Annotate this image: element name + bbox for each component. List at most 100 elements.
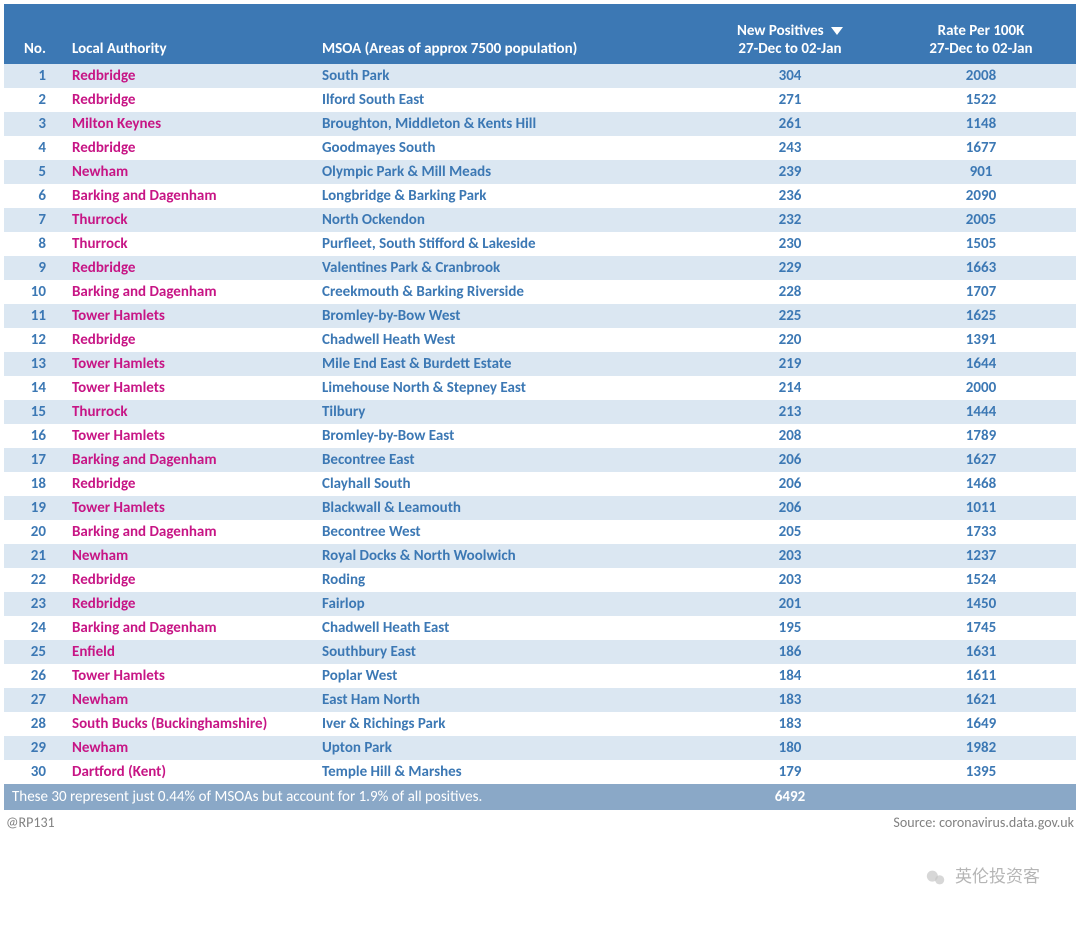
cell-local-authority: Enfield (64, 640, 314, 664)
cell-no: 5 (4, 160, 64, 184)
table-container: No. Local Authority MSOA (Areas of appro… (4, 4, 1076, 831)
cell-local-authority: Newham (64, 736, 314, 760)
header-rate[interactable]: Rate Per 100K 27-Dec to 02-Jan (886, 4, 1076, 64)
table-row: 11Tower HamletsBromley-by-Bow West225162… (4, 304, 1076, 328)
cell-no: 24 (4, 616, 64, 640)
cell-no: 23 (4, 592, 64, 616)
cell-rate: 1522 (886, 88, 1076, 112)
cell-local-authority: Redbridge (64, 88, 314, 112)
cell-local-authority: Dartford (Kent) (64, 760, 314, 784)
cell-positives: 225 (694, 304, 886, 328)
cell-no: 12 (4, 328, 64, 352)
cell-no: 4 (4, 136, 64, 160)
cell-no: 17 (4, 448, 64, 472)
cell-rate: 1237 (886, 544, 1076, 568)
sort-desc-icon (831, 27, 843, 35)
cell-rate: 1621 (886, 688, 1076, 712)
cell-positives: 201 (694, 592, 886, 616)
cell-positives: 271 (694, 88, 886, 112)
cell-positives: 205 (694, 520, 886, 544)
cell-local-authority: Barking and Dagenham (64, 184, 314, 208)
cell-no: 2 (4, 88, 64, 112)
cell-positives: 228 (694, 280, 886, 304)
header-no[interactable]: No. (4, 4, 64, 64)
cell-local-authority: Tower Hamlets (64, 664, 314, 688)
header-new-positives[interactable]: New Positives 27-Dec to 02-Jan (694, 4, 886, 64)
cell-local-authority: Tower Hamlets (64, 496, 314, 520)
table-row: 16Tower HamletsBromley-by-Bow East208178… (4, 424, 1076, 448)
table-row: 13Tower HamletsMile End East & Burdett E… (4, 352, 1076, 376)
cell-positives: 230 (694, 232, 886, 256)
footer-total-positives: 6492 (694, 784, 886, 810)
cell-positives: 232 (694, 208, 886, 232)
cell-no: 30 (4, 760, 64, 784)
cell-rate: 2000 (886, 376, 1076, 400)
cell-rate: 1733 (886, 520, 1076, 544)
cell-no: 26 (4, 664, 64, 688)
table-row: 28South Bucks (Buckinghamshire)Iver & Ri… (4, 712, 1076, 736)
table-header: No. Local Authority MSOA (Areas of appro… (4, 4, 1076, 64)
watermark: 英伦投资客 (925, 862, 1040, 889)
cell-local-authority: Thurrock (64, 400, 314, 424)
table-row: 9RedbridgeValentines Park & Cranbrook229… (4, 256, 1076, 280)
table-row: 2RedbridgeIlford South East2711522 (4, 88, 1076, 112)
cell-positives: 208 (694, 424, 886, 448)
table-body: 1RedbridgeSouth Park30420082RedbridgeIlf… (4, 64, 1076, 784)
cell-msoa: Poplar West (314, 664, 694, 688)
cell-positives: 236 (694, 184, 886, 208)
cell-rate: 1505 (886, 232, 1076, 256)
table-row: 18RedbridgeClayhall South2061468 (4, 472, 1076, 496)
cell-rate: 1444 (886, 400, 1076, 424)
cell-positives: 183 (694, 688, 886, 712)
cell-msoa: Mile End East & Burdett Estate (314, 352, 694, 376)
table-row: 25EnfieldSouthbury East1861631 (4, 640, 1076, 664)
cell-positives: 206 (694, 472, 886, 496)
cell-positives: 214 (694, 376, 886, 400)
footer-note: These 30 represent just 0.44% of MSOAs b… (4, 784, 694, 810)
cell-msoa: Iver & Richings Park (314, 712, 694, 736)
header-rate-top: Rate Per 100K (894, 22, 1068, 40)
cell-positives: 220 (694, 328, 886, 352)
cell-no: 3 (4, 112, 64, 136)
cell-no: 20 (4, 520, 64, 544)
cell-local-authority: Redbridge (64, 64, 314, 88)
table-row: 8ThurrockPurfleet, South Stifford & Lake… (4, 232, 1076, 256)
table-row: 26Tower HamletsPoplar West1841611 (4, 664, 1076, 688)
cell-positives: 206 (694, 448, 886, 472)
cell-local-authority: Redbridge (64, 592, 314, 616)
table-row: 15ThurrockTilbury2131444 (4, 400, 1076, 424)
cell-rate: 1611 (886, 664, 1076, 688)
cell-positives: 203 (694, 568, 886, 592)
cell-rate: 1450 (886, 592, 1076, 616)
header-la-label: Local Authority (72, 40, 167, 58)
cell-local-authority: Redbridge (64, 472, 314, 496)
cell-msoa: Roding (314, 568, 694, 592)
cell-no: 29 (4, 736, 64, 760)
cell-positives: 304 (694, 64, 886, 88)
cell-positives: 243 (694, 136, 886, 160)
cell-positives: 229 (694, 256, 886, 280)
cell-positives: 195 (694, 616, 886, 640)
cell-msoa: Chadwell Heath East (314, 616, 694, 640)
table-row: 6Barking and DagenhamLongbridge & Barkin… (4, 184, 1076, 208)
cell-msoa: Clayhall South (314, 472, 694, 496)
cell-local-authority: Newham (64, 544, 314, 568)
table-row: 4RedbridgeGoodmayes South2431677 (4, 136, 1076, 160)
table-row: 21NewhamRoyal Docks & North Woolwich2031… (4, 544, 1076, 568)
cell-msoa: Creekmouth & Barking Riverside (314, 280, 694, 304)
cell-positives: 183 (694, 712, 886, 736)
header-msoa[interactable]: MSOA (Areas of approx 7500 population) (314, 4, 694, 64)
cell-msoa: Bromley-by-Bow West (314, 304, 694, 328)
cell-local-authority: Thurrock (64, 208, 314, 232)
cell-local-authority: Newham (64, 688, 314, 712)
author-handle: @RP131 (6, 814, 55, 831)
cell-no: 15 (4, 400, 64, 424)
data-source: Source: coronavirus.data.gov.uk (893, 814, 1074, 831)
header-local-authority[interactable]: Local Authority (64, 4, 314, 64)
cell-msoa: South Park (314, 64, 694, 88)
cell-msoa: Chadwell Heath West (314, 328, 694, 352)
header-msoa-label: MSOA (Areas of approx 7500 population) (322, 40, 577, 58)
cell-msoa: Bromley-by-Bow East (314, 424, 694, 448)
table-row: 22RedbridgeRoding2031524 (4, 568, 1076, 592)
cell-msoa: Southbury East (314, 640, 694, 664)
